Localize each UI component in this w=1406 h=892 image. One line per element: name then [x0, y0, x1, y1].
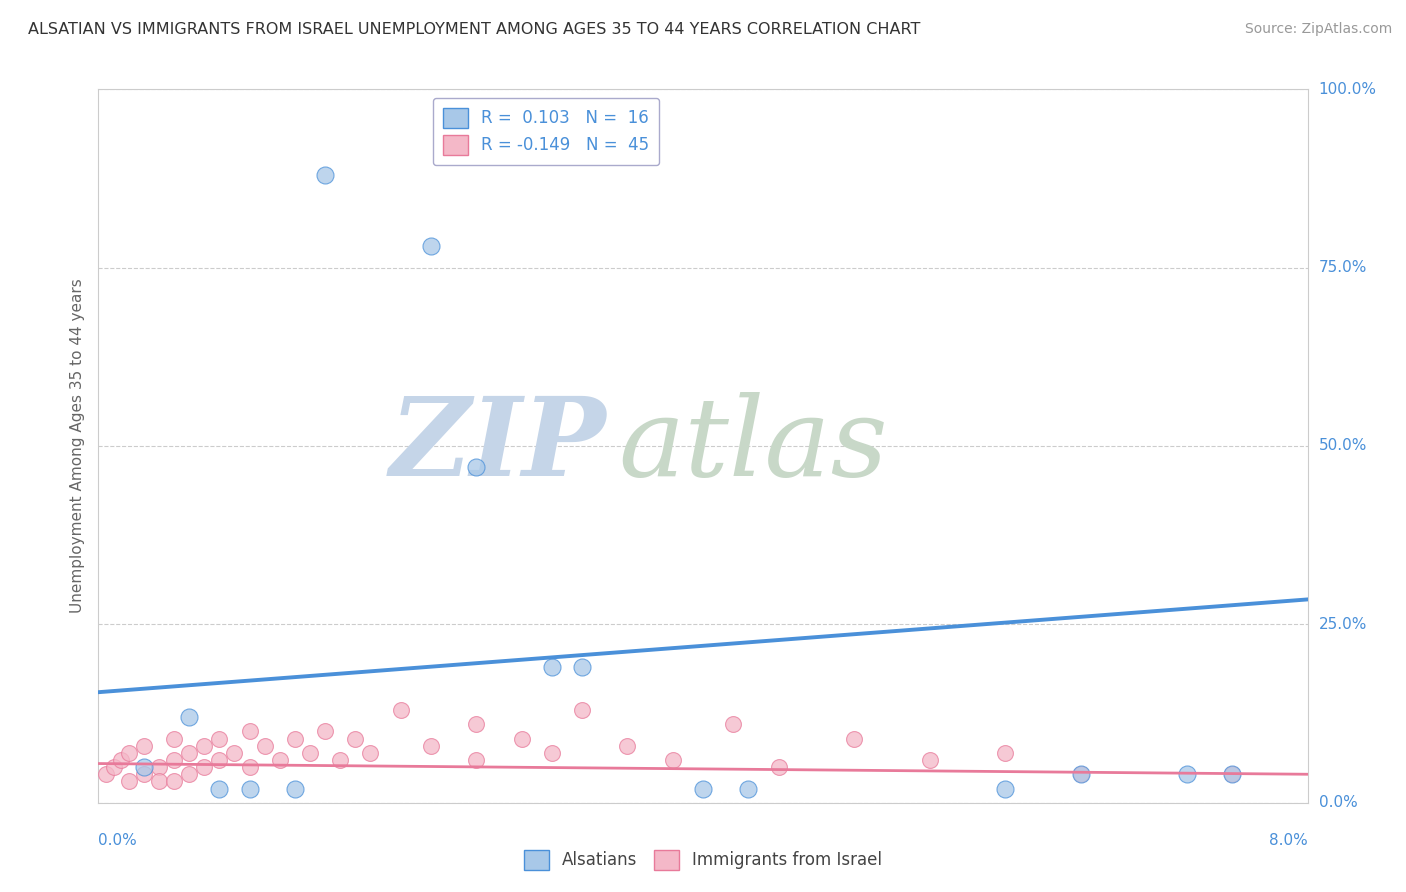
Point — [737, 781, 759, 796]
Point — [465, 460, 488, 475]
Point — [193, 739, 215, 753]
Text: 0.0%: 0.0% — [98, 833, 138, 848]
Point — [692, 781, 714, 796]
Point — [253, 739, 276, 753]
Text: 8.0%: 8.0% — [1268, 833, 1308, 848]
Point — [994, 781, 1017, 796]
Point — [1175, 767, 1198, 781]
Point — [179, 710, 201, 724]
Point — [118, 774, 141, 789]
Point — [344, 731, 367, 746]
Point — [723, 717, 745, 731]
Text: 75.0%: 75.0% — [1319, 260, 1367, 275]
Point — [616, 739, 638, 753]
Point — [132, 760, 155, 774]
Text: 0.0%: 0.0% — [1319, 796, 1357, 810]
Point — [284, 731, 307, 746]
Point — [224, 746, 246, 760]
Point — [1220, 767, 1243, 781]
Point — [419, 739, 441, 753]
Point — [208, 781, 231, 796]
Point — [768, 760, 790, 774]
Point — [465, 717, 488, 731]
Point — [329, 753, 352, 767]
Point — [208, 753, 231, 767]
Point — [1220, 767, 1243, 781]
Text: Source: ZipAtlas.com: Source: ZipAtlas.com — [1244, 22, 1392, 37]
Point — [239, 760, 262, 774]
Point — [661, 753, 683, 767]
Point — [208, 731, 231, 746]
Point — [510, 731, 533, 746]
Text: ALSATIAN VS IMMIGRANTS FROM ISRAEL UNEMPLOYMENT AMONG AGES 35 TO 44 YEARS CORREL: ALSATIAN VS IMMIGRANTS FROM ISRAEL UNEMP… — [28, 22, 921, 37]
Point — [571, 660, 593, 674]
Point — [844, 731, 866, 746]
Text: 50.0%: 50.0% — [1319, 439, 1367, 453]
Y-axis label: Unemployment Among Ages 35 to 44 years: Unemployment Among Ages 35 to 44 years — [69, 278, 84, 614]
Point — [94, 767, 117, 781]
Point — [239, 724, 262, 739]
Point — [103, 760, 125, 774]
Point — [179, 746, 201, 760]
Point — [571, 703, 593, 717]
Text: 100.0%: 100.0% — [1319, 82, 1376, 96]
Point — [465, 753, 488, 767]
Point — [163, 731, 186, 746]
Point — [132, 767, 155, 781]
Text: ZIP: ZIP — [389, 392, 606, 500]
Point — [994, 746, 1017, 760]
Point — [284, 781, 307, 796]
Point — [540, 746, 562, 760]
Point — [918, 753, 941, 767]
Point — [110, 753, 132, 767]
Point — [148, 774, 170, 789]
Point — [359, 746, 381, 760]
Point — [1070, 767, 1092, 781]
Point — [239, 781, 262, 796]
Point — [314, 724, 336, 739]
Point — [118, 746, 141, 760]
Text: 25.0%: 25.0% — [1319, 617, 1367, 632]
Point — [1070, 767, 1092, 781]
Point — [269, 753, 291, 767]
Point — [389, 703, 412, 717]
Point — [540, 660, 562, 674]
Text: atlas: atlas — [619, 392, 889, 500]
Point — [419, 239, 441, 253]
Point — [314, 168, 336, 182]
Legend: Alsatians, Immigrants from Israel: Alsatians, Immigrants from Israel — [517, 843, 889, 877]
Point — [132, 739, 155, 753]
Point — [163, 774, 186, 789]
Point — [299, 746, 322, 760]
Point — [193, 760, 215, 774]
Point — [163, 753, 186, 767]
Point — [148, 760, 170, 774]
Point — [179, 767, 201, 781]
